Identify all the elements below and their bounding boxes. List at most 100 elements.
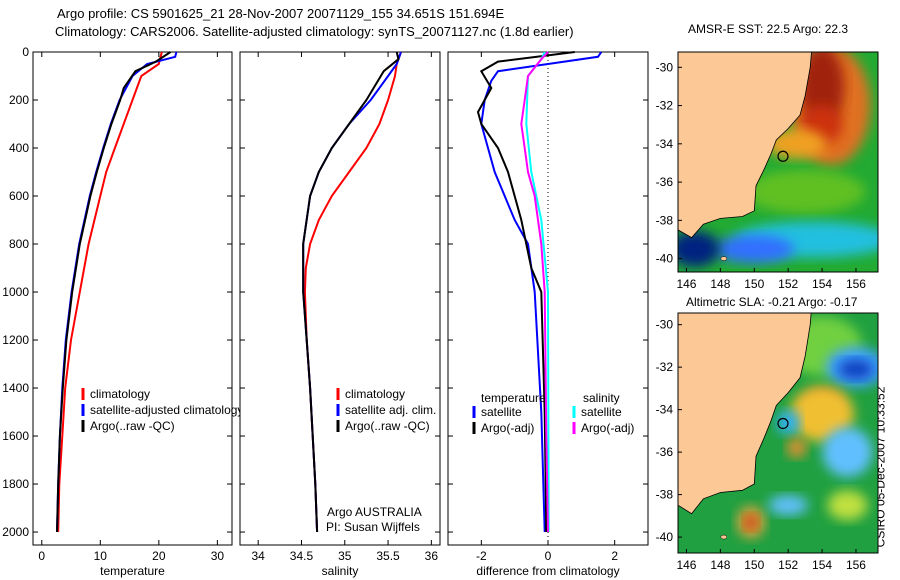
x-tick-label: 10 bbox=[94, 549, 108, 563]
legend-label: satellite bbox=[581, 405, 622, 419]
series-line-black bbox=[302, 51, 400, 533]
x-tick-label: -2 bbox=[476, 549, 487, 563]
x-tick-label: 2 bbox=[611, 549, 618, 563]
y-tick-label: 1200 bbox=[2, 333, 29, 347]
map-field-blob bbox=[790, 385, 855, 442]
x-tick-label: 0 bbox=[545, 549, 552, 563]
y-tick-label: 1000 bbox=[2, 285, 29, 299]
x-tick-label: 20 bbox=[152, 549, 166, 563]
legend-label: Argo(-adj) bbox=[481, 421, 534, 435]
y-tick-label: 800 bbox=[9, 237, 29, 251]
legend-label: satellite adj. clim. bbox=[345, 403, 436, 417]
land-australia bbox=[678, 313, 812, 514]
lat-tick-label: -32 bbox=[656, 99, 674, 113]
x-axis-label: difference from climatology bbox=[476, 564, 619, 578]
lat-tick-label: -34 bbox=[656, 137, 674, 151]
lat-tick-label: -34 bbox=[656, 403, 674, 417]
map-frame bbox=[677, 312, 879, 554]
lon-tick-label: 150 bbox=[744, 277, 764, 291]
island bbox=[720, 534, 728, 540]
lon-tick-label: 154 bbox=[812, 558, 832, 572]
legend-label: climatology bbox=[345, 387, 405, 401]
map-field-blob bbox=[827, 490, 868, 521]
series-line-black bbox=[56, 51, 172, 533]
lat-tick-label: -40 bbox=[656, 252, 674, 266]
x-axis-label: temperature bbox=[100, 564, 165, 578]
lon-tick-label: 152 bbox=[778, 277, 798, 291]
lon-tick-label: 156 bbox=[846, 558, 866, 572]
argo-location-marker bbox=[777, 150, 789, 162]
lat-tick-label: -38 bbox=[656, 488, 674, 502]
map-field-blob bbox=[822, 427, 873, 478]
temp-axes-box bbox=[32, 51, 233, 546]
series-line-magenta bbox=[520, 51, 549, 533]
y-tick-label: 0 bbox=[22, 45, 29, 59]
legend-label: Argo(..raw -QC) bbox=[345, 419, 430, 433]
x-tick-label: 30 bbox=[211, 549, 225, 563]
y-tick-label: 200 bbox=[9, 93, 29, 107]
map-field-blob bbox=[714, 235, 795, 264]
lon-tick-label: 148 bbox=[710, 277, 730, 291]
lat-tick-label: -30 bbox=[656, 318, 674, 332]
y-tick-label: 1600 bbox=[2, 429, 29, 443]
lon-tick-label: 154 bbox=[812, 277, 832, 291]
title-line2: Climatology: CARS2006. Satellite-adjuste… bbox=[55, 24, 574, 39]
map-field-blob bbox=[837, 359, 874, 380]
series-line-blue bbox=[480, 51, 603, 533]
lat-tick-label: -32 bbox=[656, 360, 674, 374]
lat-tick-label: -36 bbox=[656, 445, 674, 459]
x-tick-label: 36 bbox=[425, 549, 439, 563]
x-tick-label: 35.5 bbox=[376, 549, 400, 563]
y-tick-label: 1800 bbox=[2, 477, 29, 491]
lat-tick-label: -30 bbox=[656, 60, 674, 74]
series-line-red bbox=[57, 51, 163, 533]
lon-tick-label: 152 bbox=[778, 558, 798, 572]
sst-map-title: AMSR-E SST: 22.5 Argo: 22.3 bbox=[688, 22, 849, 36]
map-field-blob bbox=[800, 52, 845, 127]
coastline bbox=[678, 52, 812, 239]
sla-map bbox=[678, 313, 878, 553]
lon-tick-label: 146 bbox=[676, 558, 696, 572]
argo-location-marker bbox=[777, 417, 789, 430]
coastline bbox=[678, 313, 812, 515]
lat-tick-label: -38 bbox=[656, 213, 674, 227]
sal-axes-box bbox=[239, 51, 441, 546]
x-axis-label: salinity bbox=[322, 564, 359, 578]
sst-map bbox=[678, 52, 878, 272]
sla-map-title: Altimetric SLA: -0.21 Argo: -0.17 bbox=[686, 295, 858, 309]
land-australia bbox=[678, 52, 812, 238]
map-field-blob bbox=[786, 437, 807, 458]
y-tick-label: 400 bbox=[9, 141, 29, 155]
lon-tick-label: 146 bbox=[676, 277, 696, 291]
lat-tick-label: -40 bbox=[656, 530, 674, 544]
lat-tick-label: -36 bbox=[656, 175, 674, 189]
x-tick-label: 0 bbox=[38, 549, 45, 563]
lon-tick-label: 148 bbox=[710, 558, 730, 572]
x-tick-label: 34.5 bbox=[290, 549, 314, 563]
annotation-line: Argo AUSTRALIA bbox=[327, 505, 422, 519]
legend-label: satellite-adjusted climatology bbox=[90, 403, 243, 417]
y-tick-label: 2000 bbox=[2, 525, 29, 539]
legend-header: temperature bbox=[481, 391, 546, 405]
map-field-blob bbox=[678, 231, 720, 268]
y-tick-label: 600 bbox=[9, 189, 29, 203]
legend-header: salinity bbox=[583, 391, 620, 405]
lon-tick-label: 150 bbox=[744, 558, 764, 572]
map-field-blob bbox=[768, 495, 809, 516]
y-tick-label: 1400 bbox=[2, 381, 29, 395]
legend-label: Argo(..raw -QC) bbox=[90, 419, 175, 433]
map-field-blob bbox=[745, 169, 866, 214]
annotation-line: PI: Susan Wijffels bbox=[326, 520, 420, 534]
lon-tick-label: 156 bbox=[846, 277, 866, 291]
title-line1: Argo profile: CS 5901625_21 28-Nov-2007 … bbox=[57, 6, 505, 21]
x-tick-label: 35 bbox=[338, 549, 352, 563]
legend-label: climatology bbox=[90, 387, 150, 401]
legend-label: satellite bbox=[481, 405, 522, 419]
map-frame bbox=[677, 51, 879, 273]
x-tick-label: 34 bbox=[252, 549, 266, 563]
legend-label: Argo(-adj) bbox=[581, 421, 634, 435]
map-field-blob bbox=[743, 514, 758, 531]
island bbox=[720, 256, 728, 261]
